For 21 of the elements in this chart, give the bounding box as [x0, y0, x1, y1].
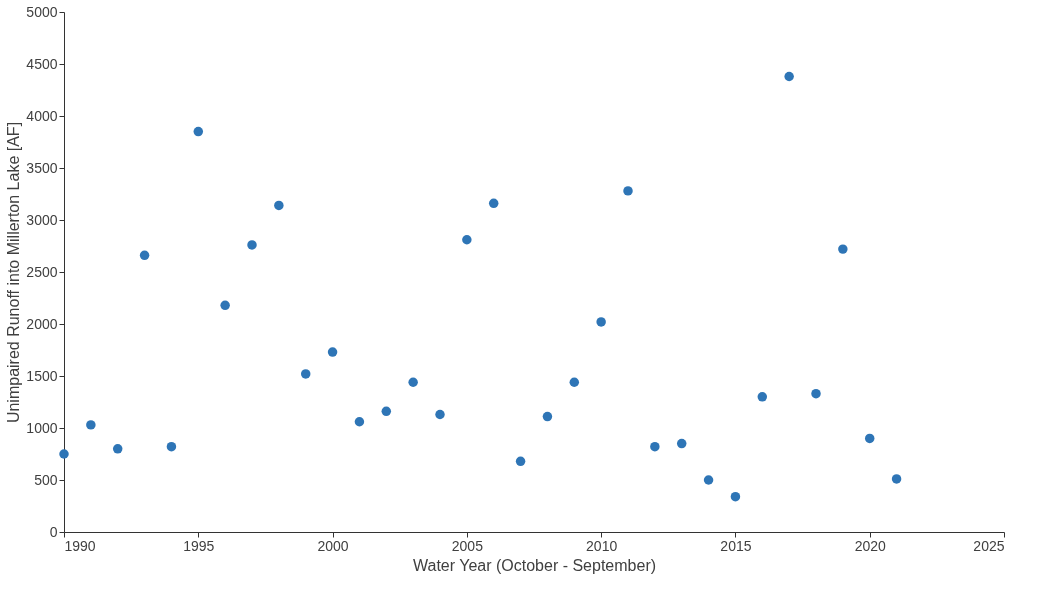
x-tick-label: 2005 [451, 537, 484, 554]
y-tick-label: 1500 [26, 367, 58, 384]
y-tick-label: 500 [34, 471, 58, 488]
y-tick-label: 4500 [26, 55, 58, 72]
y-axis-title: Unimpaired Runoff into Millerton Lake [AF] [5, 121, 23, 424]
x-tick-label: 1995 [183, 537, 215, 554]
y-tick-label: 3500 [26, 159, 58, 176]
x-tick-label: 1990 [64, 537, 96, 554]
y-tick-label: 2000 [26, 315, 58, 332]
x-tick-label: 2000 [317, 537, 349, 554]
x-tick-label: 2015 [720, 537, 752, 554]
y-tick-label: 4000 [26, 107, 58, 124]
y-tick-label: 3000 [26, 211, 58, 228]
y-tick-label: 5000 [26, 3, 58, 20]
x-tick-label: 2010 [586, 537, 618, 554]
y-tick-label: 1000 [26, 419, 58, 436]
x-tick-label: 2025 [973, 537, 1005, 554]
x-axis-title: Water Year (October - September) [412, 556, 657, 574]
x-tick-label: 2020 [854, 537, 886, 554]
y-tick-label: 0 [49, 523, 58, 540]
y-tick-label: 2500 [26, 263, 58, 280]
